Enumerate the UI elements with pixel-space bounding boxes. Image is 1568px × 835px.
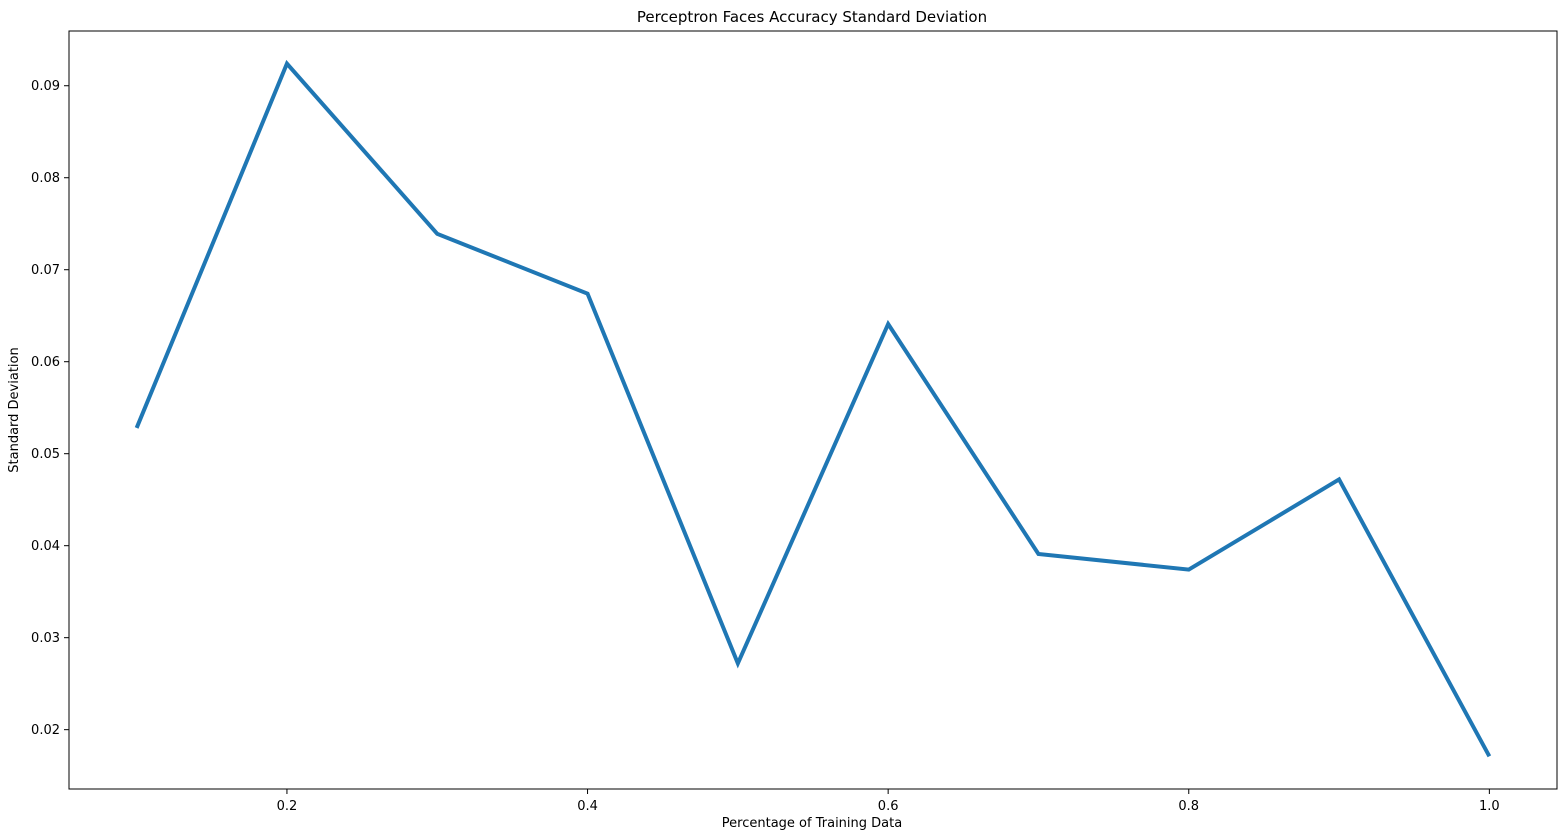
y-tick-label: 0.05: [31, 447, 60, 462]
series-line: [134, 59, 1492, 758]
x-axis: 0.2 0.4 0.6 0.8 1.0: [277, 789, 1500, 814]
y-tick-label: 0.04: [31, 539, 60, 554]
data-point: [1487, 754, 1491, 758]
y-tick-label: 0.06: [31, 355, 60, 370]
y-axis-label: Standard Deviation: [7, 347, 22, 472]
x-tick-label: 0.8: [1178, 799, 1199, 814]
axes-frame: [68, 30, 1558, 790]
data-point: [736, 661, 740, 665]
x-tick-label: 0.6: [878, 799, 899, 814]
data-point: [285, 62, 289, 66]
plot-area: [68, 30, 1558, 790]
chart-title: Perceptron Faces Accuracy Standard Devia…: [637, 8, 987, 26]
data-point: [586, 292, 590, 296]
data-point: [435, 232, 439, 236]
data-point: [1187, 568, 1191, 572]
data-point: [1036, 552, 1040, 556]
y-tick-label: 0.03: [31, 631, 60, 646]
x-tick-label: 0.2: [277, 799, 298, 814]
data-point: [135, 426, 139, 430]
y-tick-label: 0.02: [31, 723, 60, 738]
y-tick-label: 0.07: [31, 263, 60, 278]
data-point: [1337, 477, 1341, 481]
x-tick-label: 1.0: [1479, 799, 1500, 814]
x-axis-label: Percentage of Training Data: [722, 816, 902, 831]
y-tick-label: 0.08: [31, 171, 60, 186]
series-layer: [134, 59, 1492, 758]
x-tick-label: 0.4: [577, 799, 598, 814]
y-tick-label: 0.09: [31, 79, 60, 94]
data-point: [886, 322, 890, 326]
y-axis: 0.02 0.03 0.04 0.05 0.06 0.07 0.08 0.09: [31, 79, 69, 738]
